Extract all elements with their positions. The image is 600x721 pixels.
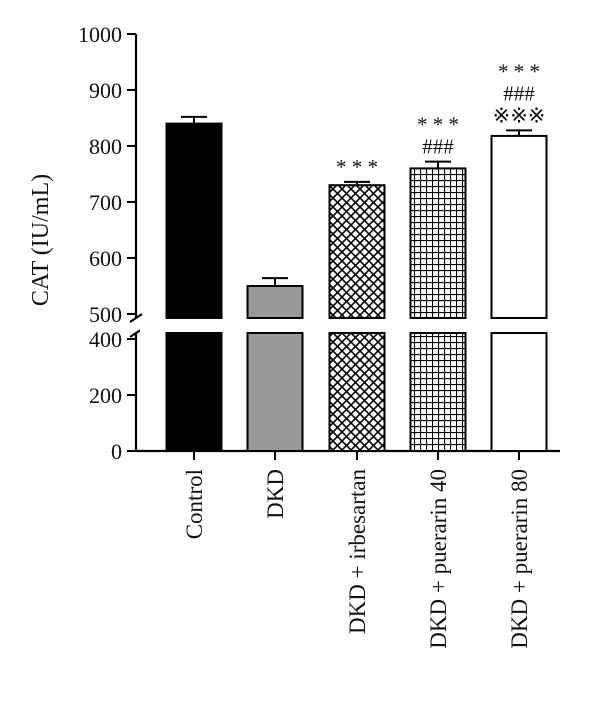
significance-mark: ### <box>503 81 535 105</box>
y-tick-label: 400 <box>89 327 122 352</box>
y-tick-label: 800 <box>89 134 122 159</box>
bar <box>409 167 467 319</box>
y-tick-label: 0 <box>111 439 122 464</box>
bars-layer <box>140 115 570 452</box>
category-label: DKD + puerarin 80 <box>507 469 532 649</box>
bar <box>328 332 386 452</box>
axis-break-mark <box>129 313 143 323</box>
bar <box>490 332 548 452</box>
y-tick-label: 1000 <box>78 22 122 47</box>
bar <box>490 134 548 319</box>
y-tick-label: 500 <box>89 302 122 327</box>
bar <box>409 332 467 452</box>
y-tick-label: 900 <box>89 78 122 103</box>
significance-mark: * * * <box>336 155 378 179</box>
bar <box>165 122 223 319</box>
category-label: DKD + puerarin 40 <box>426 469 451 649</box>
axis-break-gap <box>140 319 570 332</box>
category-label: DKD <box>263 469 288 519</box>
bar <box>165 332 223 452</box>
significance-mark: ### <box>422 135 454 159</box>
bar <box>246 332 304 452</box>
y-axis-title: CAT (IU/mL) <box>28 174 54 306</box>
category-label: Control <box>182 469 207 539</box>
bar <box>328 184 386 319</box>
y-tick-label: 600 <box>89 246 122 271</box>
significance-mark: ※※※ <box>493 103 546 127</box>
category-label: DKD + irbesartan <box>345 469 370 634</box>
significance-mark: * * * <box>417 113 459 137</box>
bar <box>246 285 304 319</box>
y-tick-label: 700 <box>89 190 122 215</box>
significance-mark: * * * <box>498 59 540 83</box>
y-tick-label: 200 <box>89 383 122 408</box>
